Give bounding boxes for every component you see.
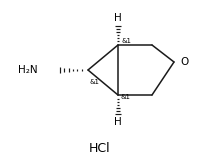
Text: &1: &1 — [90, 79, 100, 85]
Text: &1: &1 — [120, 94, 130, 100]
Text: H: H — [114, 13, 121, 23]
Text: H₂N: H₂N — [18, 65, 38, 75]
Text: HCl: HCl — [89, 141, 110, 154]
Text: &1: &1 — [121, 38, 131, 44]
Text: H: H — [114, 117, 121, 127]
Text: O: O — [179, 57, 187, 67]
